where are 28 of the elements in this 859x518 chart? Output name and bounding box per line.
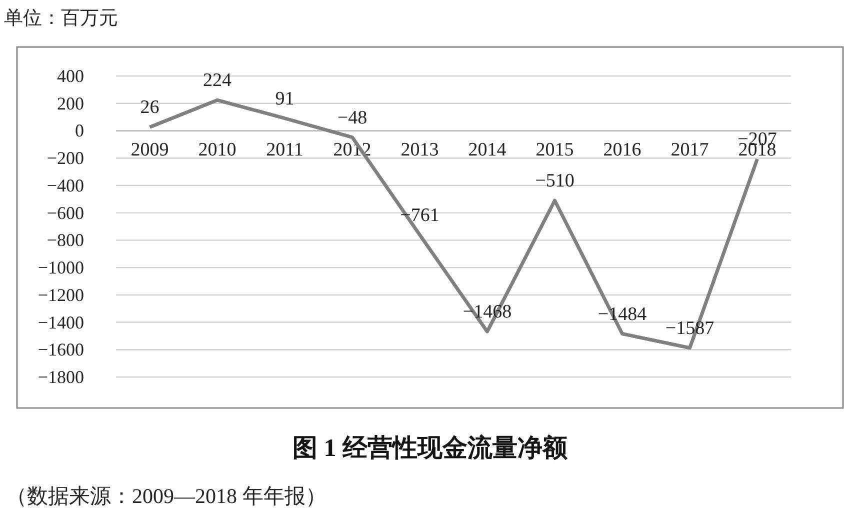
- x-tick-label: 2011: [266, 140, 304, 161]
- x-tick-label: 2009: [130, 140, 169, 161]
- x-tick-label: 2014: [468, 140, 507, 161]
- x-tick-label: 2016: [603, 140, 642, 161]
- y-tick-label: −800: [46, 230, 84, 250]
- x-tick-label: 2013: [400, 140, 439, 161]
- y-tick-label: −1000: [38, 258, 84, 278]
- y-tick-label: 0: [75, 120, 84, 141]
- x-tick-label: 2010: [198, 140, 236, 161]
- y-tick-label: 400: [57, 66, 84, 86]
- data-label: −48: [337, 107, 368, 128]
- x-tick-label: 2017: [670, 140, 709, 161]
- data-label: 224: [203, 70, 232, 92]
- y-tick-label: −1400: [38, 312, 84, 332]
- y-tick-label: 200: [57, 93, 84, 114]
- y-tick-label: −400: [46, 175, 84, 196]
- y-tick-label: −1800: [38, 367, 84, 387]
- text: （数据来源：2009—2018 年年报）: [6, 484, 326, 508]
- y-axis-title: 单位：百万元: [4, 8, 118, 29]
- y-tick-label: −200: [46, 148, 84, 168]
- y-tick-label: −600: [46, 202, 84, 223]
- x-tick-label: 2015: [536, 140, 574, 161]
- data-label: 26: [140, 97, 160, 118]
- text: 图 1 经营性现金流量净额: [292, 434, 568, 462]
- y-tick-label: −1600: [38, 340, 84, 360]
- data-label: −510: [535, 170, 574, 192]
- y-tick-label: −1200: [38, 284, 84, 305]
- data-label: 91: [275, 88, 294, 110]
